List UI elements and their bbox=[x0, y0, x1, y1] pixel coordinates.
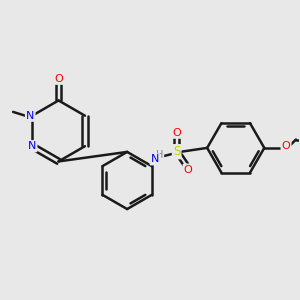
Text: S: S bbox=[173, 145, 180, 158]
Text: N: N bbox=[28, 141, 36, 151]
Text: N: N bbox=[26, 111, 34, 121]
Text: O: O bbox=[184, 165, 193, 175]
Text: O: O bbox=[172, 128, 181, 138]
Text: O: O bbox=[282, 141, 290, 152]
Text: H: H bbox=[156, 150, 163, 160]
Text: N: N bbox=[151, 154, 159, 164]
Text: O: O bbox=[54, 74, 63, 84]
